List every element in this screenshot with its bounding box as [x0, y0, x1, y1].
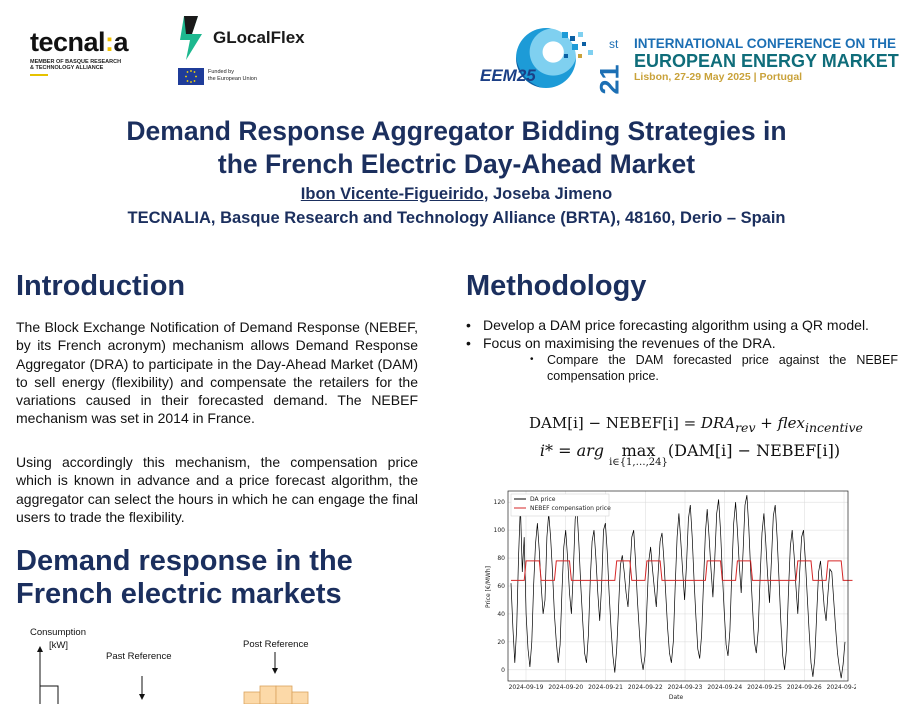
methodology-list: Develop a DAM price forecasting algorith…: [466, 316, 898, 384]
conference-edition: 21: [594, 64, 625, 95]
methodology-heading: Methodology: [466, 270, 647, 302]
equation1-dra: DRA: [700, 414, 736, 432]
x-tick-label: 2024-09-19: [509, 684, 544, 691]
x-tick-label: 2024-09-25: [747, 684, 782, 691]
diagram-y-unit: [kW]: [49, 640, 68, 651]
legend-label: NEBEF compensation price: [530, 505, 611, 512]
title-line1: Demand Response Aggregator Bidding Strat…: [126, 116, 787, 146]
equation2-body: (DAM[i] − NEBEF[i]): [667, 441, 841, 460]
authors: Ibon Vicente-Figueirido, Joseba Jimeno: [0, 185, 913, 204]
equation1-lhs: DAM[i] − NEBEF[i] =: [529, 414, 701, 432]
past-reference-label: Past Reference: [106, 651, 172, 662]
equation2-max: max: [621, 441, 656, 460]
conference-name: EUROPEAN ENERGY MARKET: [634, 51, 899, 71]
bolt-icon: [180, 16, 202, 60]
methodology-bullet-1: Develop a DAM price forecasting algorith…: [466, 316, 898, 334]
conference-ordinal: st: [609, 37, 619, 51]
x-tick-label: 2024-09-20: [548, 684, 583, 691]
y-tick-label: 100: [494, 527, 506, 534]
glocalflex-logo: GLocalFlex Funded by the European Union: [178, 16, 318, 86]
series-line-nebef: [511, 560, 853, 581]
tecnalia-logo: tecnal:a MEMBER OF BASQUE RESEARCH & TEC…: [30, 28, 165, 76]
chart-series: [510, 495, 853, 679]
y-tick-label: 80: [497, 555, 505, 562]
tecnalia-wordmark: tecnal:a: [30, 27, 129, 57]
x-tick-label: 2024-09-22: [628, 684, 663, 691]
diagram-axis-arrow: [37, 646, 43, 652]
legend-box: [510, 493, 610, 517]
methodology-sub-bullet-1: Compare the DAM forecasted price against…: [466, 352, 898, 384]
equation2-operator: max i∈{1,…,24}: [609, 441, 668, 469]
post-reference-bars: [243, 685, 309, 704]
x-tick-label: 2024-09-27: [827, 684, 856, 691]
x-tick-label: 2024-09-26: [787, 684, 822, 691]
x-tick-label: 2024-09-24: [707, 684, 742, 691]
post-reference-label: Post Reference: [243, 639, 309, 650]
y-tick-label: 0: [501, 667, 505, 674]
eem25-logo: EEM25: [478, 22, 608, 92]
conference-number: st 21: [595, 37, 632, 95]
equation-revenue: DAM[i] − NEBEF[i] = DRArev + flexincenti…: [466, 414, 913, 435]
consumption-diagram: [37, 646, 309, 704]
equation1-plus: +: [755, 414, 778, 432]
introduction-paragraph-1: The Block Exchange Notification of Deman…: [16, 319, 418, 427]
chart-x-label: Date: [669, 694, 684, 701]
chart-x-ticks: 2024-09-19 2024-09-20 2024-09-21 2024-09-22…: [509, 684, 856, 691]
y-tick-label: 60: [497, 583, 505, 590]
equation1-dra-sub: rev: [735, 420, 756, 435]
diagram-consumption-step: [40, 685, 59, 704]
chart-legend: DA price NEBEF compensation price: [510, 493, 611, 517]
tecnalia-accent-bar: [30, 74, 48, 76]
chart-frame: [507, 490, 849, 682]
demand-response-heading: Demand response in the French electric m…: [16, 545, 353, 610]
equation1-flex-sub: incentive: [804, 420, 863, 435]
y-tick-label: 20: [497, 639, 505, 646]
title-line2: the French Electric Day-Ahead Market: [217, 149, 696, 179]
legend-label: DA price: [530, 496, 556, 503]
chart-y-ticks: 0 20 40 60 80 100 120: [494, 499, 506, 674]
eem25-wordmark: EEM25: [480, 66, 536, 85]
equation2-limits: i∈{1,…,24}: [609, 457, 668, 468]
diagram-y-label: Consumption: [30, 627, 86, 638]
eu-flag-icon: [178, 68, 204, 85]
tecnalia-subtitle: MEMBER OF BASQUE RESEARCH & TECHNOLOGY A…: [30, 59, 122, 71]
methodology-bullet-2: Focus on maximising the revenues of the …: [466, 334, 898, 352]
x-tick-label: 2024-09-23: [668, 684, 703, 691]
y-tick-label: 120: [494, 499, 506, 506]
poster-title: Demand Response Aggregator Bidding Strat…: [0, 115, 913, 181]
introduction-heading: Introduction: [16, 270, 186, 302]
conference-line1: INTERNATIONAL CONFERENCE ON THE: [634, 36, 897, 51]
glocalflex-wordmark: GLocalFlex: [213, 28, 305, 47]
equation-argmax: i* = arg max i∈{1,…,24} (DAM[i] − NEBEF[i]…: [466, 441, 913, 469]
eu-funding-text: Funded by the European Union: [208, 69, 257, 82]
x-tick-label: 2024-09-21: [588, 684, 623, 691]
equation1-flex: flex: [777, 414, 805, 432]
author-coauthor: Joseba Jimeno: [488, 185, 613, 203]
introduction-paragraph-2: Using accordingly this mechanism, the co…: [16, 454, 418, 525]
equation2-lhs: i* = arg: [539, 441, 610, 460]
y-tick-label: 40: [497, 611, 505, 618]
author-presenting: Ibon Vicente-Figueirido,: [300, 185, 489, 203]
series-line-da-price: [510, 495, 846, 679]
conference-location-date: Lisbon, 27-29 May 2025 | Portugal: [634, 71, 803, 83]
chart-y-label: Price [€/MWh]: [485, 566, 492, 608]
affiliation: TECNALIA, Basque Research and Technology…: [127, 209, 786, 227]
pixel-squares-icon: [562, 32, 593, 58]
